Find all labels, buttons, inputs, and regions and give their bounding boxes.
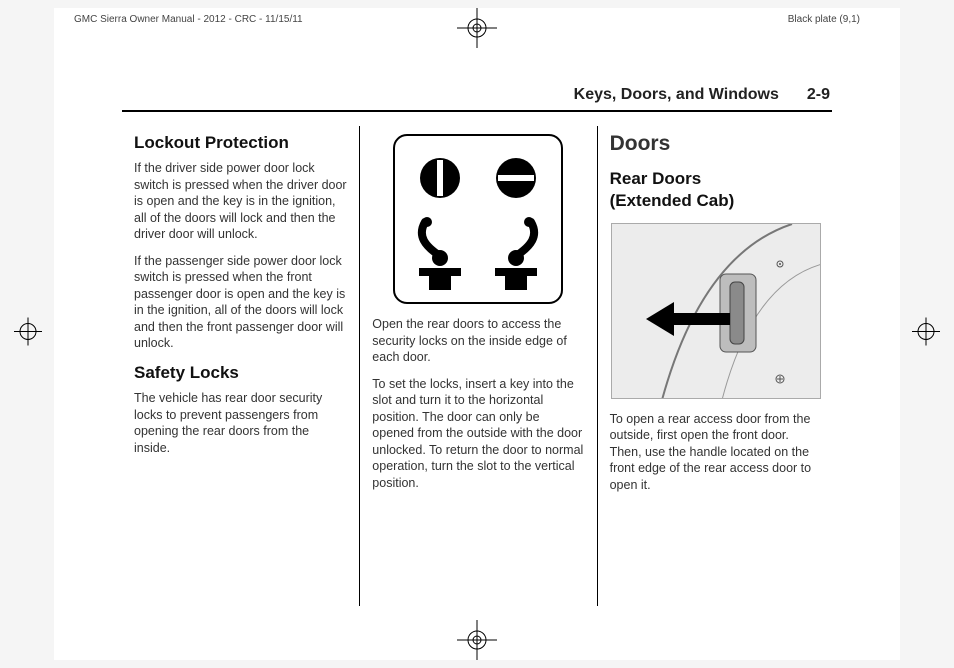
registration-mark-left [14,318,42,351]
child-lock-icon [481,216,551,294]
section-title: Keys, Doors, and Windows [574,86,779,104]
print-meta-left: GMC Sierra Owner Manual - 2012 - CRC - 1… [74,14,303,25]
running-head: Keys, Doors, and Windows 2-9 [124,86,830,104]
registration-mark-top [457,8,497,48]
body-text: Open the rear doors to access the securi… [372,316,584,366]
heading-safety-locks: Safety Locks [134,362,347,384]
page: GMC Sierra Owner Manual - 2012 - CRC - 1… [54,8,900,660]
child-unlock-icon [405,216,475,294]
heading-lockout-protection: Lockout Protection [134,132,347,154]
heading-rear-doors: Rear Doors (Extended Cab) [610,168,822,213]
column-2: Open the rear doors to access the securi… [359,126,596,606]
rear-door-handle-figure [611,223,821,399]
registration-mark-right [912,318,940,351]
column-1: Lockout Protection If the driver side po… [122,126,359,606]
safety-lock-glyph-figure [393,134,563,304]
content-columns: Lockout Protection If the driver side po… [122,126,834,606]
column-3: Doors Rear Doors (Extended Cab) [597,126,834,606]
body-text: To open a rear access door from the outs… [610,411,822,494]
body-text: If the driver side power door lock switc… [134,160,347,243]
header-rule [122,110,832,112]
slot-horizontal-icon [481,146,551,210]
body-text: The vehicle has rear door security locks… [134,390,347,456]
slot-vertical-icon [405,146,475,210]
page-number: 2-9 [779,86,830,104]
print-meta-right: Black plate (9,1) [788,14,860,25]
heading-doors: Doors [610,130,822,158]
body-text: If the passenger side power door lock sw… [134,253,347,352]
body-text: To set the locks, insert a key into the … [372,376,584,492]
registration-mark-bottom [457,620,497,660]
